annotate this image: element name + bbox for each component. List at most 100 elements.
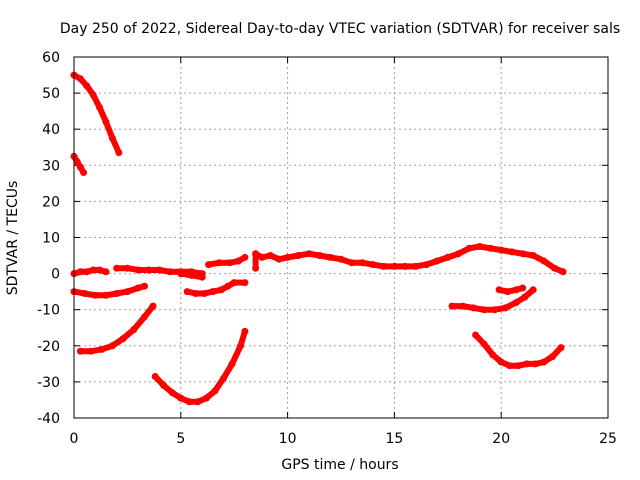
data-point [155, 266, 163, 274]
data-point [98, 345, 106, 353]
data-point [294, 252, 302, 259]
plot-frame [73, 56, 609, 419]
data-point [200, 290, 208, 297]
data-point [141, 282, 148, 290]
data-point [480, 340, 488, 348]
data-point [284, 253, 292, 261]
data-point [529, 252, 537, 259]
data-point [448, 302, 456, 310]
data-point [168, 389, 176, 397]
data-point [177, 394, 185, 402]
y-tick-label: -40 [37, 411, 60, 427]
y-tick-label: 30 [42, 158, 60, 174]
data-point [358, 259, 366, 267]
data-point [177, 270, 185, 278]
data-point [192, 290, 200, 297]
data-point [267, 252, 274, 259]
data-point [91, 291, 99, 299]
x-tick-label: 15 [385, 431, 403, 447]
y-tick-label: 20 [42, 194, 60, 210]
data-point [422, 261, 430, 269]
data-point [145, 266, 153, 274]
x-tick-label: 0 [70, 431, 79, 447]
data-point [540, 358, 548, 366]
data-point [141, 313, 148, 321]
data-point [209, 288, 217, 296]
data-point [230, 279, 238, 287]
data-point [228, 360, 236, 368]
data-point [123, 288, 131, 296]
data-point [73, 158, 81, 166]
data-point [215, 259, 223, 267]
y-tick-label: -10 [37, 303, 60, 319]
data-point [220, 374, 227, 382]
data-point [76, 347, 84, 355]
data-point [519, 250, 527, 258]
data-point [76, 268, 84, 276]
data-point [487, 244, 494, 252]
data-point [83, 268, 91, 276]
data-point [540, 257, 548, 265]
data-point [151, 373, 159, 380]
data-point [523, 360, 531, 368]
data-point [444, 253, 452, 261]
data-point [504, 288, 512, 296]
data-point [455, 250, 462, 258]
data-point [194, 398, 202, 406]
data-point [76, 75, 84, 83]
data-point [512, 299, 520, 306]
data-point [188, 271, 195, 279]
data-point [480, 306, 488, 314]
series-line-arc-14 [473, 332, 564, 369]
data-point [252, 250, 260, 258]
data-point [495, 286, 503, 294]
data-point [202, 394, 210, 402]
data-point [183, 288, 191, 296]
data-point [241, 279, 249, 287]
data-point [337, 255, 345, 263]
data-point [185, 398, 193, 406]
data-point [80, 169, 88, 176]
y-tick-label: 10 [42, 231, 60, 247]
data-point [134, 284, 142, 292]
data-point [87, 347, 95, 355]
data-point [551, 264, 559, 272]
data-point [521, 293, 529, 301]
data-point [348, 259, 356, 267]
data-point [224, 282, 232, 290]
data-point [472, 331, 480, 339]
data-marks [70, 71, 567, 406]
data-point [166, 268, 174, 276]
chart-title: Day 250 of 2022, Sidereal Day-to-day VTE… [60, 21, 620, 37]
data-point [96, 104, 104, 111]
y-tick-label: 50 [42, 86, 60, 102]
y-tick-label: 60 [42, 50, 60, 66]
x-tick-label: 25 [599, 431, 617, 447]
data-point [412, 262, 420, 270]
data-point [519, 284, 527, 292]
data-point [241, 253, 249, 261]
data-point [508, 248, 516, 256]
y-tick-label: 40 [42, 122, 60, 138]
data-point [459, 302, 467, 310]
data-point [497, 246, 505, 254]
data-point [89, 91, 97, 99]
data-point [102, 118, 110, 126]
data-point [305, 250, 313, 258]
data-point [76, 163, 84, 171]
data-point [433, 257, 441, 265]
data-point [134, 266, 142, 274]
data-point [119, 335, 127, 343]
x-axis-label: GPS time / hours [281, 457, 398, 473]
data-point [235, 257, 242, 265]
data-point [89, 266, 97, 274]
data-point [130, 326, 138, 334]
data-point [108, 134, 116, 142]
data-point [326, 253, 334, 261]
y-axis-label: SDTVAR / TECUs [5, 181, 21, 296]
axis-ticks: 0 5 10 15 20 25 -40 -30 -20 -10 0 10 20 30 40 50 60 [37, 50, 617, 447]
data-point [369, 261, 377, 269]
data-point [237, 342, 245, 350]
data-point [559, 268, 567, 276]
